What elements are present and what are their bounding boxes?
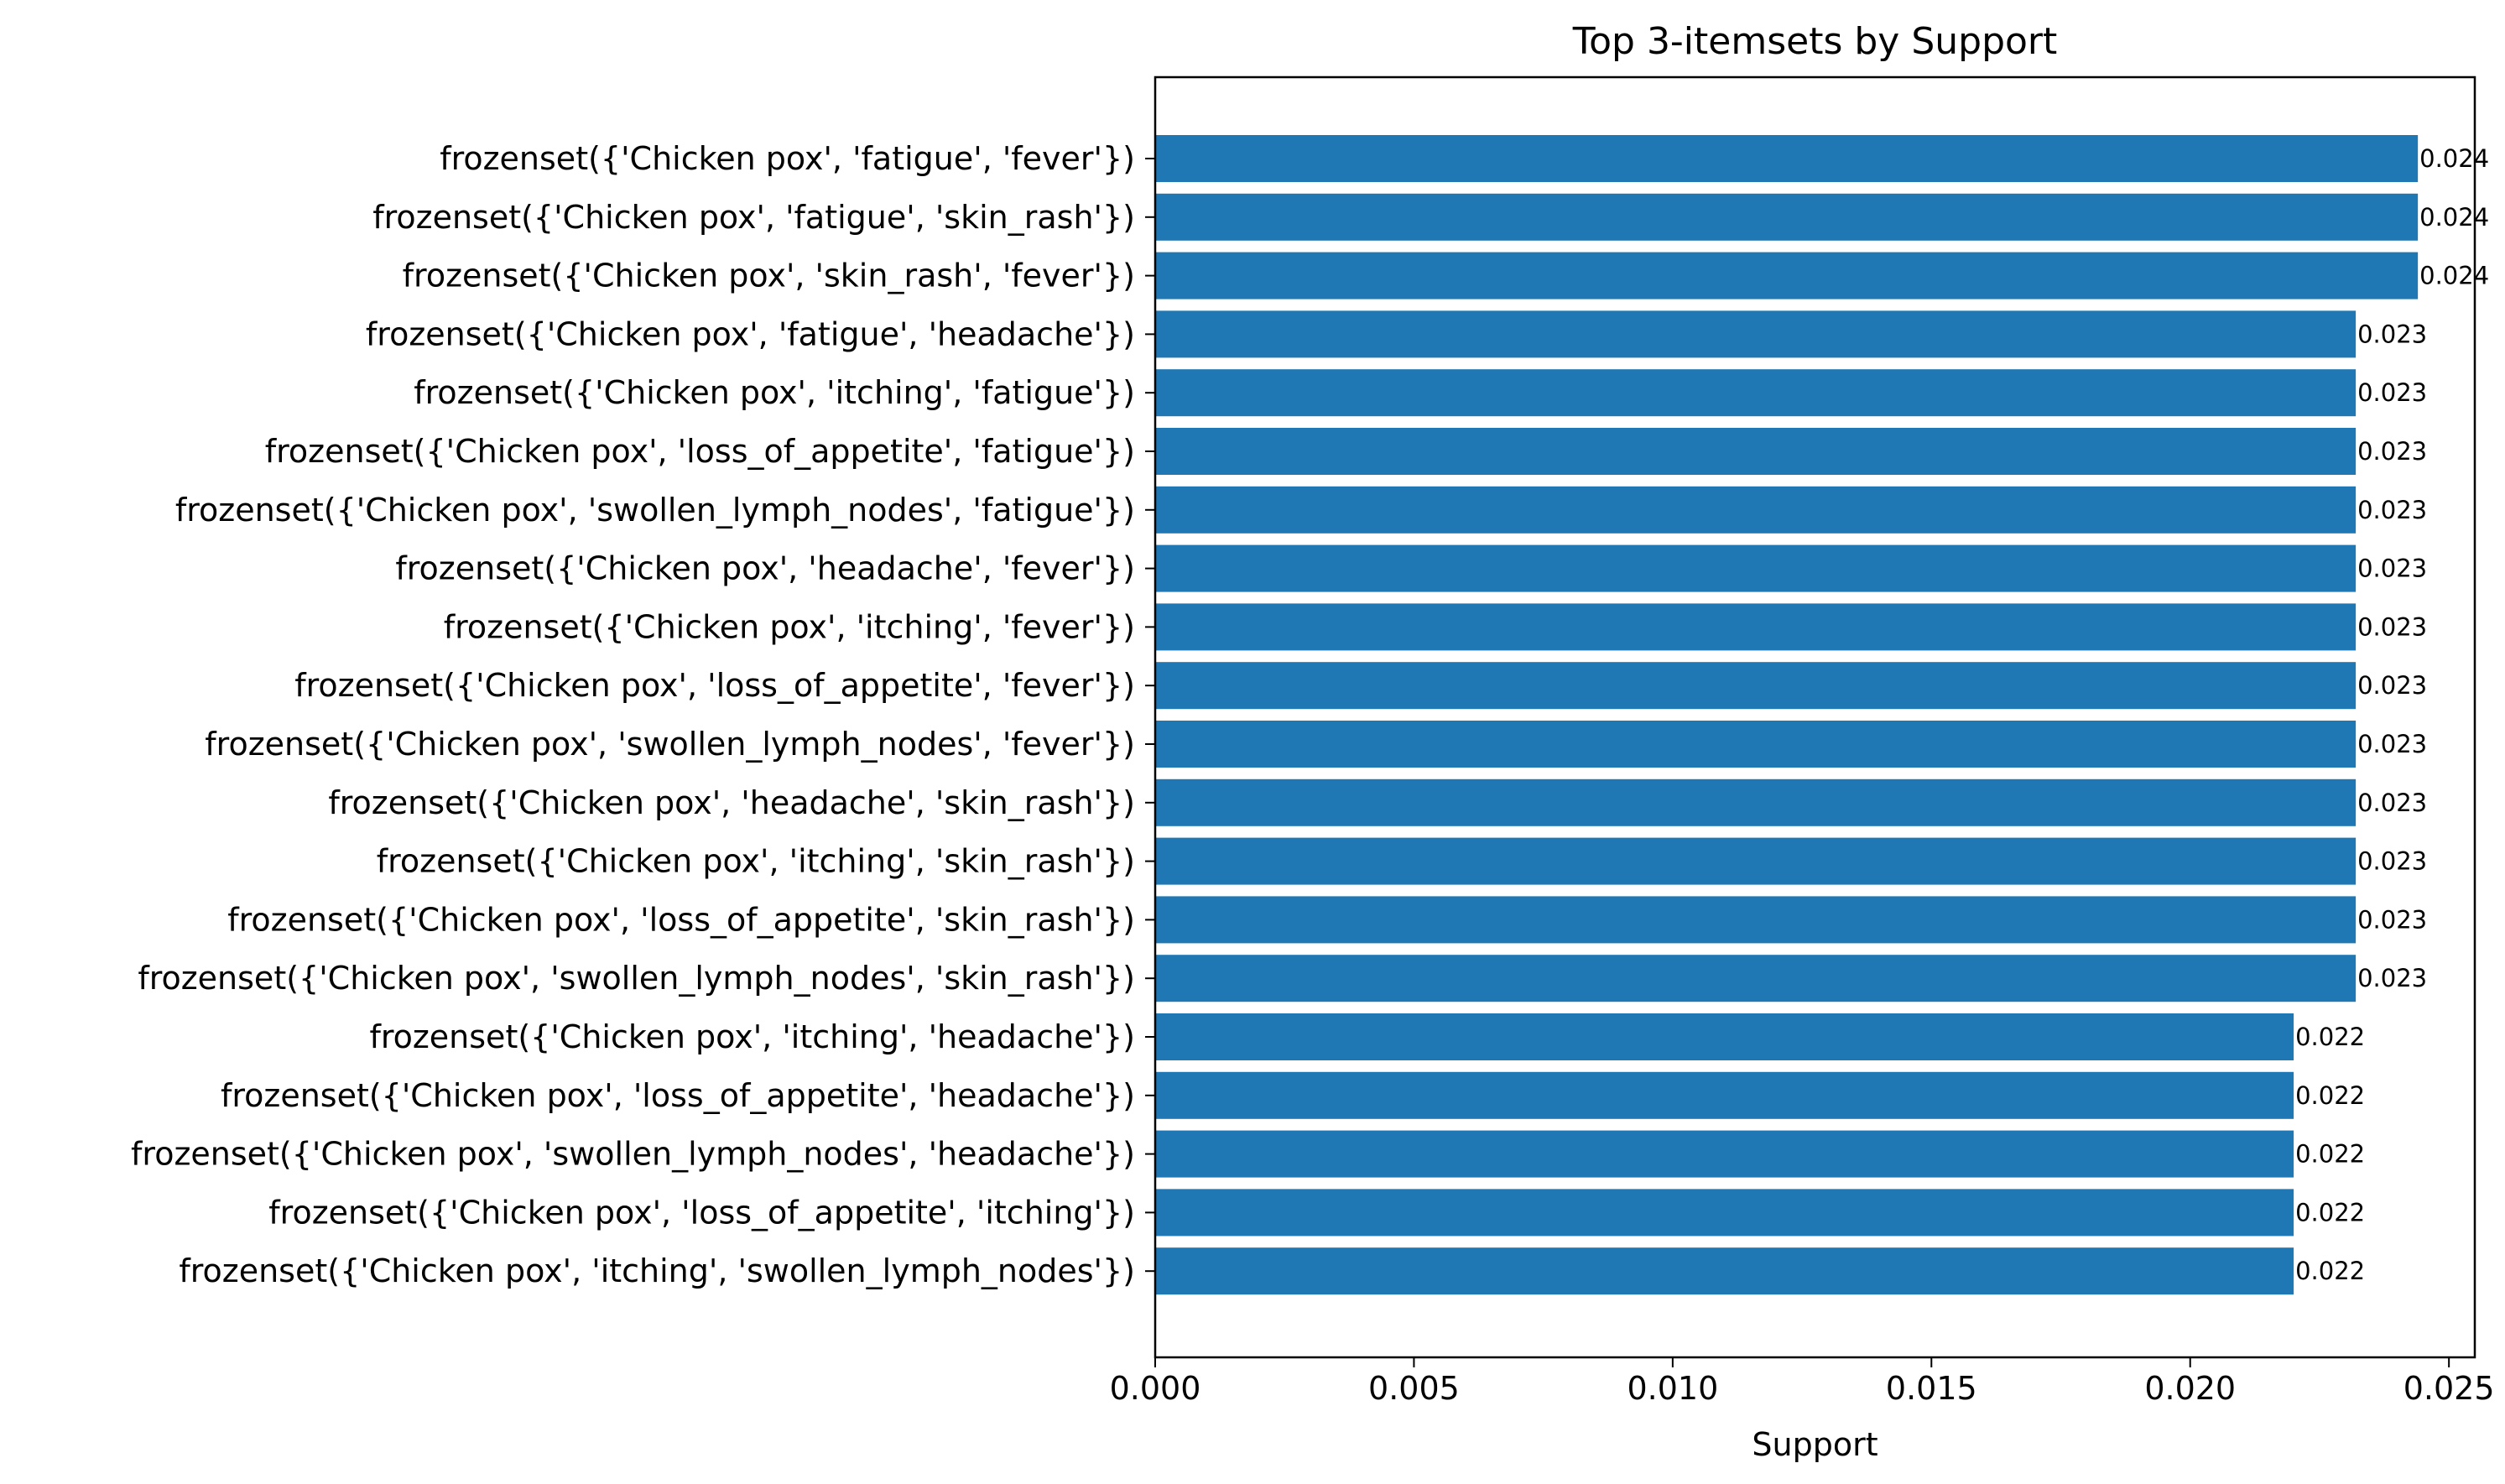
y-tick-label: frozenset({'Chicken pox', 'swollen_lymph…	[205, 726, 1135, 763]
x-tick-label: 0.020	[2144, 1370, 2236, 1407]
y-tick-label: frozenset({'Chicken pox', 'loss_of_appet…	[227, 901, 1135, 938]
data-label: 0.024	[2419, 262, 2489, 290]
y-tick-label: frozenset({'Chicken pox', 'fatigue', 'fe…	[440, 140, 1135, 177]
y-tick-label: frozenset({'Chicken pox', 'itching', 'sw…	[179, 1252, 1135, 1289]
data-label: 0.024	[2419, 144, 2489, 173]
y-tick-label: frozenset({'Chicken pox', 'loss_of_appet…	[265, 433, 1135, 470]
bars-layer	[1155, 135, 2419, 1295]
y-tick-label: frozenset({'Chicken pox', 'fatigue', 'he…	[366, 315, 1135, 352]
y-tick-label: frozenset({'Chicken pox', 'itching', 'he…	[369, 1018, 1135, 1055]
bar	[1155, 662, 2357, 710]
data-label: 0.023	[2357, 612, 2427, 641]
y-tick-label: frozenset({'Chicken pox', 'headache', 's…	[328, 784, 1135, 821]
bar	[1155, 1071, 2294, 1119]
data-label: 0.023	[2357, 964, 2427, 992]
y-tick-label: frozenset({'Chicken pox', 'swollen_lymph…	[138, 960, 1135, 997]
plot-frame	[1154, 76, 2476, 1359]
bar	[1155, 896, 2357, 944]
x-tick-label: 0.005	[1368, 1370, 1460, 1407]
bar	[1155, 369, 2357, 417]
data-label: 0.023	[2357, 437, 2427, 466]
x-tick-label: 0.000	[1110, 1370, 1201, 1407]
data-label: 0.023	[2357, 555, 2427, 583]
y-tick-label: frozenset({'Chicken pox', 'itching', 'fa…	[414, 374, 1135, 411]
bar	[1155, 721, 2357, 768]
y-tick-label: frozenset({'Chicken pox', 'loss_of_appet…	[294, 667, 1135, 704]
data-label: 0.023	[2357, 320, 2427, 348]
bar	[1155, 603, 2357, 651]
data-label: 0.022	[2295, 1023, 2365, 1051]
data-label: 0.022	[2295, 1081, 2365, 1110]
data-label: 0.023	[2357, 671, 2427, 700]
bar	[1155, 778, 2357, 826]
y-tick-label: frozenset({'Chicken pox', 'swollen_lymph…	[131, 1136, 1135, 1173]
data-label: 0.023	[2357, 847, 2427, 876]
x-tick-label: 0.025	[2403, 1370, 2495, 1407]
data-label: 0.023	[2357, 789, 2427, 817]
y-tick-label: frozenset({'Chicken pox', 'loss_of_appet…	[221, 1077, 1135, 1114]
y-tick-labels: frozenset({'Chicken pox', 'fatigue', 'fe…	[131, 140, 1155, 1289]
x-tick-label: 0.010	[1627, 1370, 1718, 1407]
y-tick-label: frozenset({'Chicken pox', 'fatigue', 'sk…	[372, 199, 1135, 236]
data-labels: 0.024 0.024 0.024 0.023 0.023 0.023 0.023 0.023…	[2295, 144, 2489, 1285]
x-axis-ticks: 0.000 0.005 0.010 0.015 0.020 0.025	[1110, 1357, 2495, 1407]
y-tick-label: frozenset({'Chicken pox', 'itching', 'fe…	[444, 608, 1135, 645]
y-tick-label: frozenset({'Chicken pox', 'loss_of_appet…	[268, 1194, 1135, 1231]
bar	[1155, 310, 2357, 358]
data-label: 0.023	[2357, 730, 2427, 758]
x-tick-label: 0.015	[1886, 1370, 1977, 1407]
data-label: 0.023	[2357, 378, 2427, 407]
bar	[1155, 135, 2419, 182]
data-label: 0.022	[2295, 1140, 2365, 1169]
bar	[1155, 1013, 2294, 1060]
y-tick-label: frozenset({'Chicken pox', 'skin_rash', '…	[403, 258, 1135, 294]
bar	[1155, 1189, 2294, 1237]
bar	[1155, 252, 2419, 299]
bar	[1155, 837, 2357, 885]
bar	[1155, 428, 2357, 475]
bar	[1155, 544, 2357, 592]
bar	[1155, 955, 2357, 1002]
bar	[1155, 1130, 2294, 1178]
chart-title: Top 3-itemsets by Support	[1572, 20, 2058, 63]
data-label: 0.023	[2357, 905, 2427, 934]
bar	[1155, 193, 2419, 241]
bar	[1155, 1247, 2294, 1295]
data-label: 0.022	[2295, 1198, 2365, 1226]
y-tick-label: frozenset({'Chicken pox', 'itching', 'sk…	[377, 843, 1135, 880]
x-axis-label: Support	[1752, 1426, 1877, 1463]
y-tick-label: frozenset({'Chicken pox', 'swollen_lymph…	[175, 492, 1135, 529]
data-label: 0.022	[2295, 1257, 2365, 1285]
data-label: 0.024	[2419, 203, 2489, 232]
data-label: 0.023	[2357, 496, 2427, 524]
bar	[1155, 486, 2357, 534]
y-tick-label: frozenset({'Chicken pox', 'headache', 'f…	[395, 550, 1135, 587]
